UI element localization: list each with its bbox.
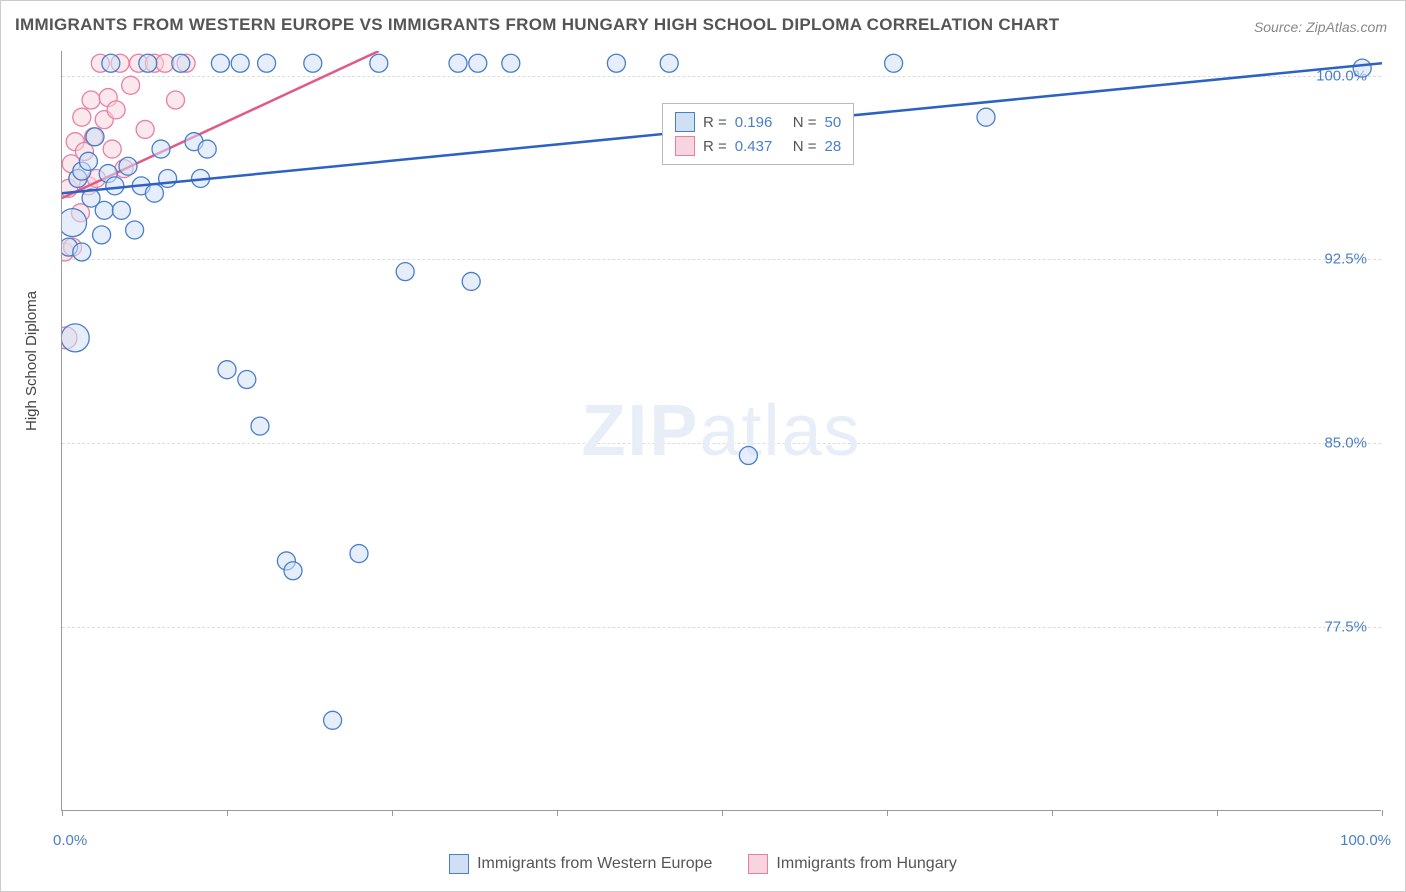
x-max-label: 100.0%	[1340, 832, 1391, 849]
blue-point	[159, 169, 177, 187]
plot-area: ZIPatlas 77.5%85.0%92.5%100.0% R =0.196N…	[61, 51, 1381, 811]
legend-label: Immigrants from Western Europe	[477, 855, 712, 873]
n-value: 50	[825, 114, 842, 131]
n-label: N =	[793, 114, 817, 131]
legend-item: Immigrants from Western Europe	[449, 854, 712, 874]
blue-point	[739, 447, 757, 465]
y-axis-label: High School Diploma	[23, 291, 40, 431]
blue-point	[62, 209, 87, 237]
r-value: 0.437	[735, 138, 785, 155]
blue-point	[449, 54, 467, 72]
chart-title: IMMIGRANTS FROM WESTERN EUROPE VS IMMIGR…	[15, 15, 1059, 35]
blue-point	[396, 263, 414, 281]
blue-point	[660, 54, 678, 72]
legend-row: R = 0.196 N = 50	[675, 110, 841, 134]
blue-point	[977, 108, 995, 126]
blue-point	[1353, 59, 1371, 77]
x-min-label: 0.0%	[53, 832, 87, 849]
blue-point	[79, 152, 97, 170]
r-label: R =	[703, 138, 727, 155]
scatter-plot	[62, 51, 1382, 811]
legend-row: R = 0.437 N = 28	[675, 134, 841, 158]
blue-point	[102, 54, 120, 72]
blue-point	[172, 54, 190, 72]
n-value: 28	[825, 138, 842, 155]
legend-label: Immigrants from Hungary	[776, 855, 957, 873]
legend-swatch	[449, 854, 469, 874]
pink-point	[103, 140, 121, 158]
pink-point	[82, 91, 100, 109]
source-label: Source: ZipAtlas.com	[1254, 19, 1387, 35]
blue-point	[462, 272, 480, 290]
pink-point	[167, 91, 185, 109]
blue-point	[86, 128, 104, 146]
blue-point	[112, 201, 130, 219]
pink-point	[73, 108, 91, 126]
blue-point	[119, 157, 137, 175]
pink-point	[122, 76, 140, 94]
legend-swatch	[675, 136, 695, 156]
series-legend: Immigrants from Western Europe Immigrants…	[1, 854, 1405, 879]
pink-point	[107, 101, 125, 119]
blue-point	[211, 54, 229, 72]
chart-container: IMMIGRANTS FROM WESTERN EUROPE VS IMMIGR…	[0, 0, 1406, 892]
blue-point	[370, 54, 388, 72]
blue-point	[152, 140, 170, 158]
n-label: N =	[793, 138, 817, 155]
blue-point	[145, 184, 163, 202]
blue-point	[251, 417, 269, 435]
blue-point	[126, 221, 144, 239]
blue-point	[218, 361, 236, 379]
blue-point	[238, 371, 256, 389]
blue-point	[73, 243, 91, 261]
blue-point	[350, 545, 368, 563]
blue-point	[62, 324, 89, 352]
legend-swatch	[675, 112, 695, 132]
blue-point	[106, 177, 124, 195]
correlation-legend: R = 0.196 N = 50 R = 0.437 N = 28	[662, 103, 854, 165]
blue-point	[324, 711, 342, 729]
blue-point	[139, 54, 157, 72]
blue-point	[469, 54, 487, 72]
blue-point	[284, 562, 302, 580]
blue-point	[304, 54, 322, 72]
blue-point	[885, 54, 903, 72]
blue-point	[93, 226, 111, 244]
r-value: 0.196	[735, 114, 785, 131]
blue-point	[502, 54, 520, 72]
legend-swatch	[748, 854, 768, 874]
blue-point	[95, 201, 113, 219]
blue-point	[607, 54, 625, 72]
blue-point	[231, 54, 249, 72]
x-tick	[1382, 810, 1383, 816]
blue-point	[258, 54, 276, 72]
blue-point	[198, 140, 216, 158]
pink-point	[136, 120, 154, 138]
legend-item: Immigrants from Hungary	[748, 854, 957, 874]
r-label: R =	[703, 114, 727, 131]
